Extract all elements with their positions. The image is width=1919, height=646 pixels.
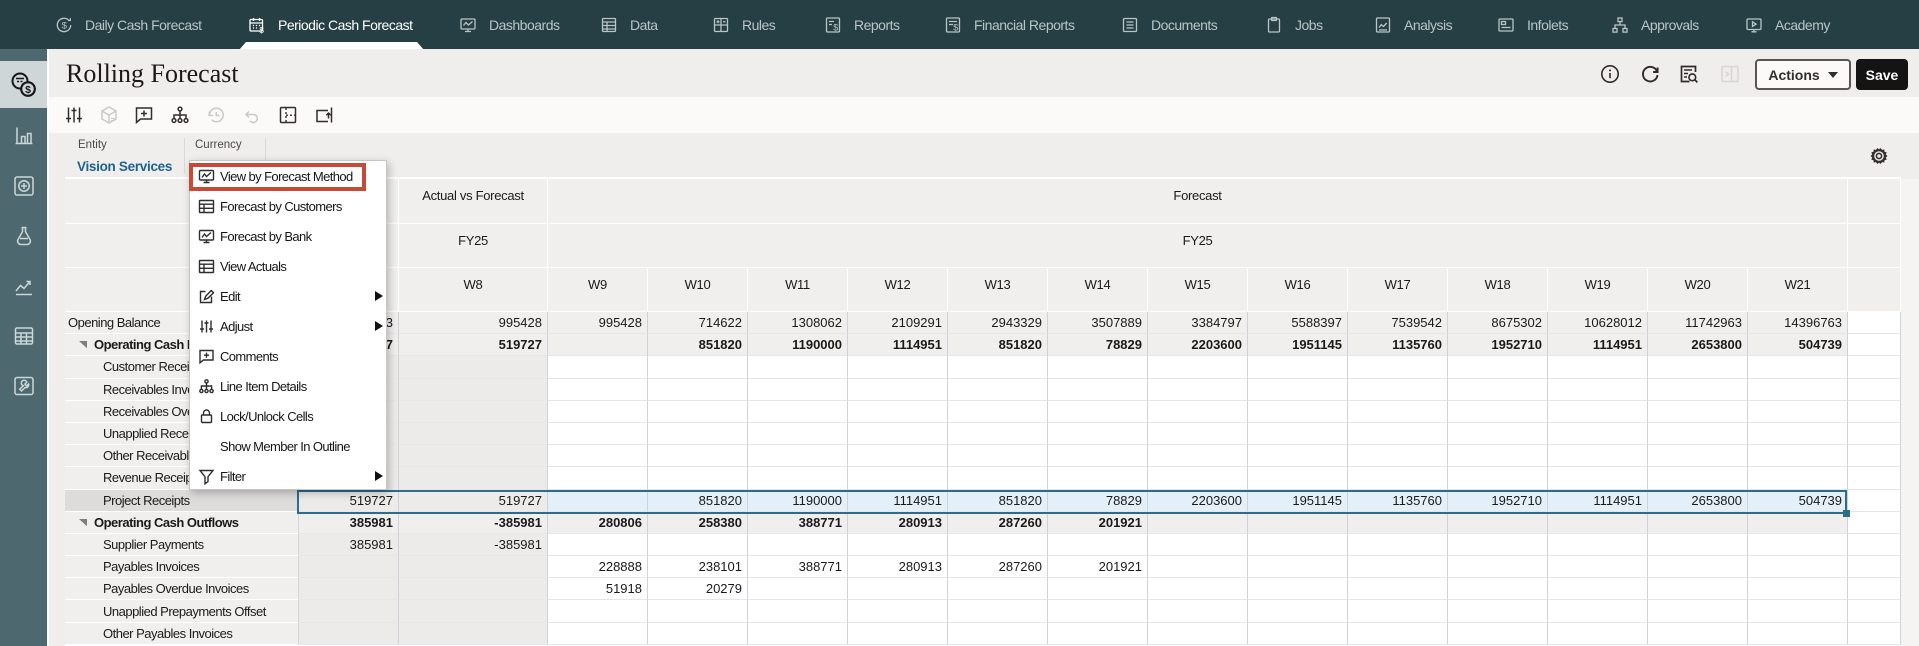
svg-text:$: $ [62, 20, 68, 31]
svg-text:$: $ [833, 22, 838, 32]
svg-text:$: $ [25, 84, 31, 96]
svg-text:$: $ [953, 22, 958, 32]
svg-text:$: $ [259, 26, 264, 34]
